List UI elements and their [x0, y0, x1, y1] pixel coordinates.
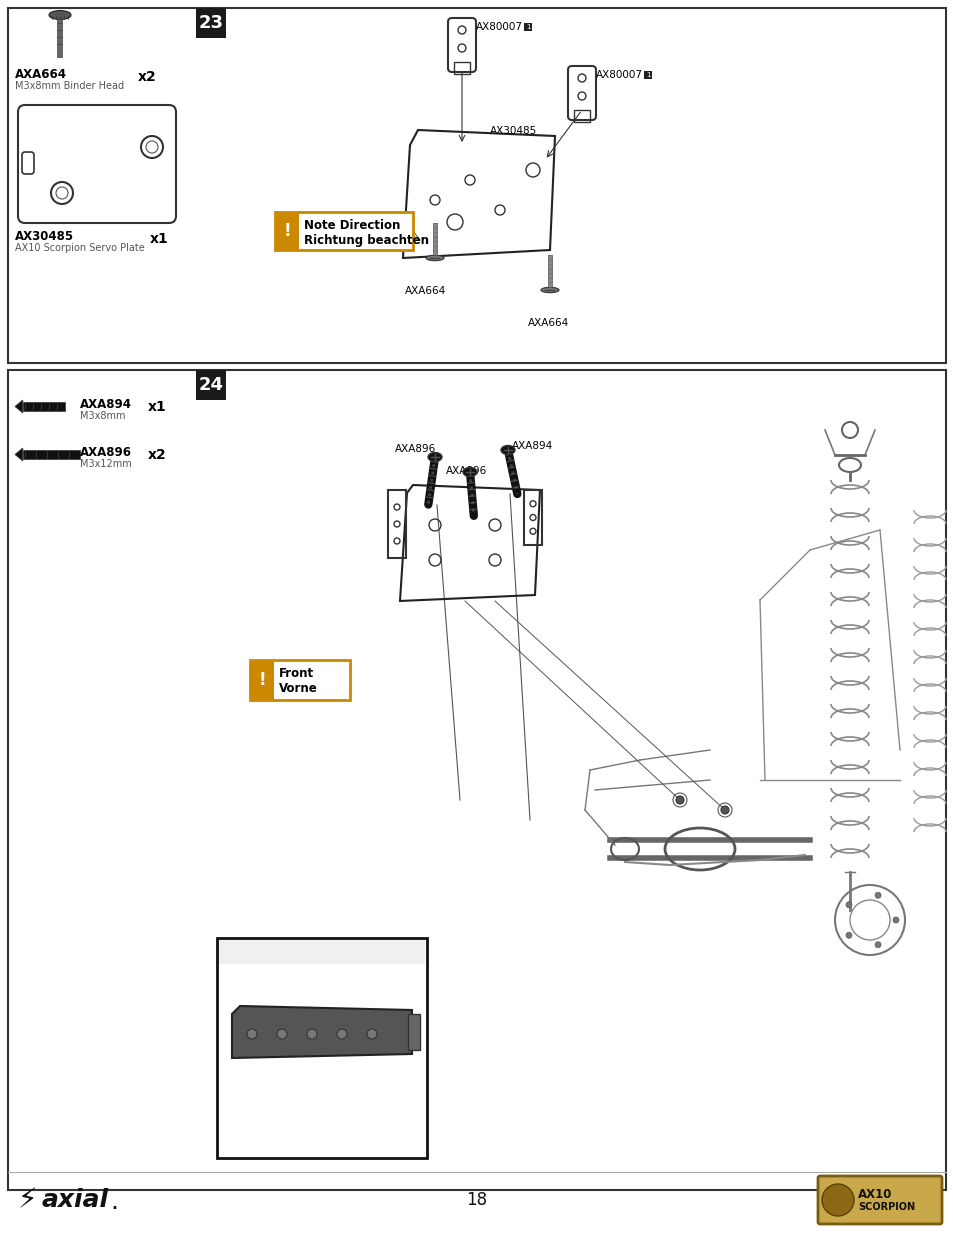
- Circle shape: [367, 1029, 376, 1039]
- Text: 23: 23: [198, 14, 223, 32]
- Text: AXA664: AXA664: [15, 68, 67, 82]
- Text: !: !: [283, 222, 291, 240]
- Text: AXA896: AXA896: [446, 466, 487, 475]
- Ellipse shape: [462, 468, 476, 477]
- Bar: [195, 370, 226, 400]
- Bar: [454, 62, 470, 74]
- Bar: [388, 490, 406, 558]
- Text: AX10: AX10: [857, 1188, 891, 1200]
- Text: AX10 Scorpion Battery/Servo Plate: AX10 Scorpion Battery/Servo Plate: [225, 986, 394, 995]
- Text: AX30486: AX30486: [225, 971, 284, 984]
- FancyBboxPatch shape: [817, 1176, 941, 1224]
- Bar: [274, 212, 298, 249]
- Bar: [408, 1014, 419, 1050]
- Circle shape: [874, 942, 881, 947]
- Text: x2: x2: [138, 70, 156, 84]
- Ellipse shape: [500, 446, 515, 454]
- Text: Richtung beachten: Richtung beachten: [304, 233, 429, 247]
- Bar: [250, 659, 350, 700]
- Text: Front: Front: [278, 667, 314, 680]
- Circle shape: [874, 892, 881, 898]
- Text: ⚡: ⚡: [18, 1186, 37, 1214]
- Ellipse shape: [49, 11, 71, 20]
- Ellipse shape: [426, 256, 443, 261]
- Text: x1: x1: [150, 232, 169, 246]
- Text: .: .: [110, 1191, 118, 1214]
- Text: M3x8mm: M3x8mm: [80, 411, 126, 421]
- Bar: [8, 7, 945, 363]
- Text: SCORPION: SCORPION: [857, 1202, 914, 1212]
- Circle shape: [845, 932, 851, 939]
- Circle shape: [307, 1029, 316, 1039]
- Circle shape: [676, 797, 683, 804]
- Circle shape: [720, 806, 728, 814]
- Text: x2: x2: [148, 448, 167, 462]
- Bar: [523, 23, 532, 31]
- Text: !: !: [258, 671, 266, 689]
- Text: AX80007: AX80007: [596, 70, 642, 80]
- Ellipse shape: [540, 288, 558, 293]
- Text: 1: 1: [525, 23, 530, 30]
- Bar: [523, 490, 541, 545]
- Text: AX80007: AX80007: [476, 22, 522, 32]
- Bar: [433, 224, 436, 256]
- Bar: [57, 19, 63, 57]
- Text: AXA894: AXA894: [80, 398, 132, 411]
- Circle shape: [336, 1029, 347, 1039]
- Text: AX30485: AX30485: [15, 230, 74, 243]
- Polygon shape: [15, 400, 23, 412]
- Text: AXA894: AXA894: [512, 441, 553, 451]
- Ellipse shape: [428, 452, 441, 462]
- Text: Option Parts: Option Parts: [225, 944, 323, 957]
- Circle shape: [892, 918, 898, 923]
- Bar: [219, 940, 424, 965]
- Bar: [547, 254, 552, 288]
- Text: 24: 24: [198, 375, 223, 394]
- Circle shape: [821, 1184, 853, 1216]
- Bar: [195, 7, 226, 38]
- Bar: [23, 401, 65, 411]
- Text: 1: 1: [645, 72, 650, 78]
- Bar: [250, 659, 274, 700]
- Text: x1: x1: [148, 400, 167, 414]
- Text: Note Direction: Note Direction: [304, 219, 400, 232]
- Text: Vorne: Vorne: [278, 682, 317, 695]
- Bar: [643, 70, 651, 79]
- Bar: [574, 110, 589, 122]
- Text: AXA896: AXA896: [80, 446, 132, 459]
- Text: AX10 Scorpion Servo Plate: AX10 Scorpion Servo Plate: [15, 243, 145, 253]
- Circle shape: [247, 1029, 256, 1039]
- Polygon shape: [232, 1007, 412, 1058]
- Polygon shape: [15, 448, 23, 461]
- Text: AXA896: AXA896: [395, 445, 436, 454]
- Text: M3x12mm: M3x12mm: [80, 459, 132, 469]
- Bar: [274, 212, 413, 249]
- Text: AXA664: AXA664: [527, 317, 569, 329]
- Circle shape: [276, 1029, 287, 1039]
- Circle shape: [845, 902, 851, 908]
- Text: M3x8mm Binder Head: M3x8mm Binder Head: [15, 82, 124, 91]
- Bar: [23, 450, 80, 459]
- Text: AXA664: AXA664: [405, 287, 446, 296]
- Text: 18: 18: [466, 1191, 487, 1209]
- Bar: [8, 370, 945, 1191]
- Text: AX30485: AX30485: [490, 126, 537, 136]
- Bar: [216, 939, 427, 1158]
- Text: axial: axial: [42, 1188, 109, 1212]
